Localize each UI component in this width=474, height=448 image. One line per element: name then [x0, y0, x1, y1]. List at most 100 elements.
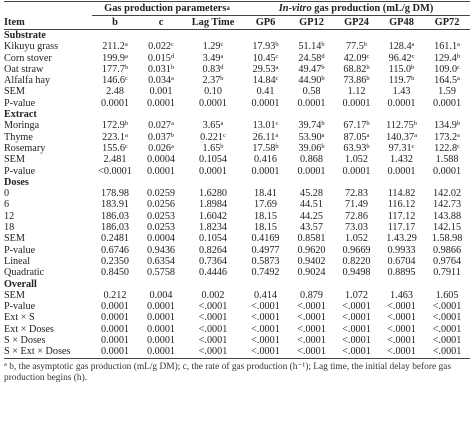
table-cell: 0.026a — [138, 143, 184, 154]
cell-value: 0.027 — [148, 120, 172, 132]
cell-value: 164.5 — [434, 75, 458, 87]
group-header-sup: a — [226, 4, 230, 12]
cell-superscript: a — [366, 131, 370, 139]
table-cell: 0.0001 — [92, 98, 138, 109]
table-cell: 0.9669 — [334, 245, 379, 256]
cell-value: 1.8234 — [199, 222, 228, 234]
table-cell: <.0001 — [334, 301, 379, 312]
table-cell: 29.53a — [242, 64, 289, 75]
cell-value: <.0001 — [342, 323, 371, 335]
table-cell: 0.0001 — [92, 324, 138, 335]
cell-value: 96.42 — [388, 52, 412, 64]
row-label: SEM — [4, 86, 25, 98]
table-cell: 0.4977 — [242, 245, 289, 256]
cell-value: 68.82 — [343, 63, 367, 75]
cell-value: 2.48 — [106, 86, 124, 98]
cell-value: 122.8 — [434, 142, 458, 154]
cell-value: 186.03 — [100, 210, 129, 222]
cell-value: 0.015 — [147, 52, 171, 64]
table-cell: 68.82b — [334, 64, 379, 75]
cell-superscript: b — [456, 120, 461, 128]
cell-value: 2.37 — [202, 75, 221, 87]
cell-value: 128.4 — [388, 41, 412, 53]
cell-superscript: a — [220, 120, 224, 128]
cell-superscript: a — [414, 131, 417, 139]
table-cell: 1.65b — [184, 143, 242, 154]
cell-value: 143.88 — [433, 210, 462, 222]
cell-value: 0.1054 — [199, 233, 228, 245]
cell-superscript: b — [411, 75, 415, 83]
row-label: Lineal — [4, 255, 31, 267]
table-row: SEM 2.481 0.0004 0.1054 0.416 0.868 1.052 1.432… — [4, 154, 470, 165]
table-row: Thyme 223.1a 0.037b 0.221c 26.11a 53.90a 87.05… — [4, 132, 470, 143]
table-cell: 0.9933 — [379, 245, 424, 256]
cell-value: 1.29 — [202, 41, 221, 53]
cell-value: <.0001 — [297, 335, 326, 347]
cell-value: 44.90 — [298, 75, 322, 87]
gas-production-table: Gas production parametersa In-vitro gas … — [4, 1, 471, 359]
cell-value: 73.03 — [345, 222, 368, 234]
table-cell: 1.432 — [379, 154, 424, 165]
table-cell: <.0001 — [379, 312, 424, 323]
table-cell: 109.0c — [424, 64, 470, 75]
cell-value: 0.031 — [147, 63, 171, 75]
cell-value: 0.0001 — [100, 312, 129, 324]
table-cell: <.0001 — [242, 346, 290, 359]
table-cell: 0.0001 — [138, 324, 184, 335]
table-cell: 0.0004 — [138, 154, 184, 165]
cell-value: 26.11 — [252, 131, 276, 143]
cell-value: <.0001 — [198, 301, 228, 313]
table-cell: 117.17 — [379, 222, 424, 233]
table-cell: 45.28 — [289, 188, 334, 199]
cell-value: 44.51 — [300, 199, 323, 211]
table-cell: 71.49 — [334, 199, 379, 210]
table-cell: 39.74b — [289, 120, 334, 131]
cell-value: <.0001 — [387, 335, 416, 347]
table-cell: 140.37a — [379, 132, 424, 143]
table-cell: 18.15 — [242, 222, 289, 233]
table-row: Lineal 0.2350 0.6354 0.7364 0.5873 0.9402 0.82… — [4, 256, 470, 267]
table-cell: 0.0001 — [242, 98, 289, 109]
cell-value: 0.0001 — [199, 97, 228, 109]
table-cell: <.0001 — [289, 301, 334, 312]
cell-value: <.0001 — [387, 301, 416, 313]
table-cell: 0.0001 — [242, 166, 289, 177]
table-cell: 0.0001 — [334, 166, 379, 177]
table-cell: 0.9498 — [334, 267, 379, 278]
cell-value: 155.6 — [102, 142, 126, 154]
cell-value: 1.052 — [345, 154, 368, 166]
cell-superscript: c — [125, 75, 128, 83]
table-cell: 1.072 — [334, 290, 379, 301]
table-cell: <.0001 — [184, 335, 242, 346]
table-cell: 1.29c — [184, 41, 242, 52]
cell-value: 1.605 — [435, 289, 459, 301]
cell-superscript: b — [321, 63, 325, 71]
cell-value: 211.2 — [102, 41, 125, 53]
table-row: Rosemary 155.6c 0.026a 1.65b 17.58b 39.06b 63.… — [4, 143, 470, 154]
row-label: Thyme — [4, 131, 33, 143]
table-cell: 0.0001 — [138, 346, 184, 359]
cell-value: <0.0001 — [98, 165, 132, 177]
column-header-gp6: GP6 — [255, 17, 276, 28]
cell-superscript: b — [321, 142, 325, 150]
table-cell: 0.0001 — [424, 166, 470, 177]
table-cell: 10.45c — [242, 53, 289, 64]
table-cell: 142.02 — [424, 188, 470, 199]
table-cell: 0.868 — [289, 154, 334, 165]
table-cell: 97.31c — [379, 143, 424, 154]
table-cell: 77.5b — [334, 41, 379, 52]
table-cell: 0.83d — [184, 64, 242, 75]
cell-superscript: b — [366, 120, 370, 128]
cell-value: <.0001 — [387, 323, 416, 335]
group-header-invitro: In-vitro gas production (mL/g DM) — [242, 1, 471, 16]
cell-value: 0.0256 — [146, 199, 175, 211]
table-cell: 17.69 — [242, 199, 289, 210]
cell-superscript: a — [220, 52, 224, 60]
cell-superscript: b — [366, 75, 370, 83]
table-row: P-value 0.6746 0.9436 0.8264 0.4977 0.9620 0.9… — [4, 245, 470, 256]
table-cell: <.0001 — [184, 312, 242, 323]
table-cell: 186.03 — [92, 211, 138, 222]
table-cell: 1.8984 — [184, 199, 242, 210]
table-cell: <.0001 — [242, 324, 289, 335]
cell-value: 0.9498 — [342, 267, 371, 279]
